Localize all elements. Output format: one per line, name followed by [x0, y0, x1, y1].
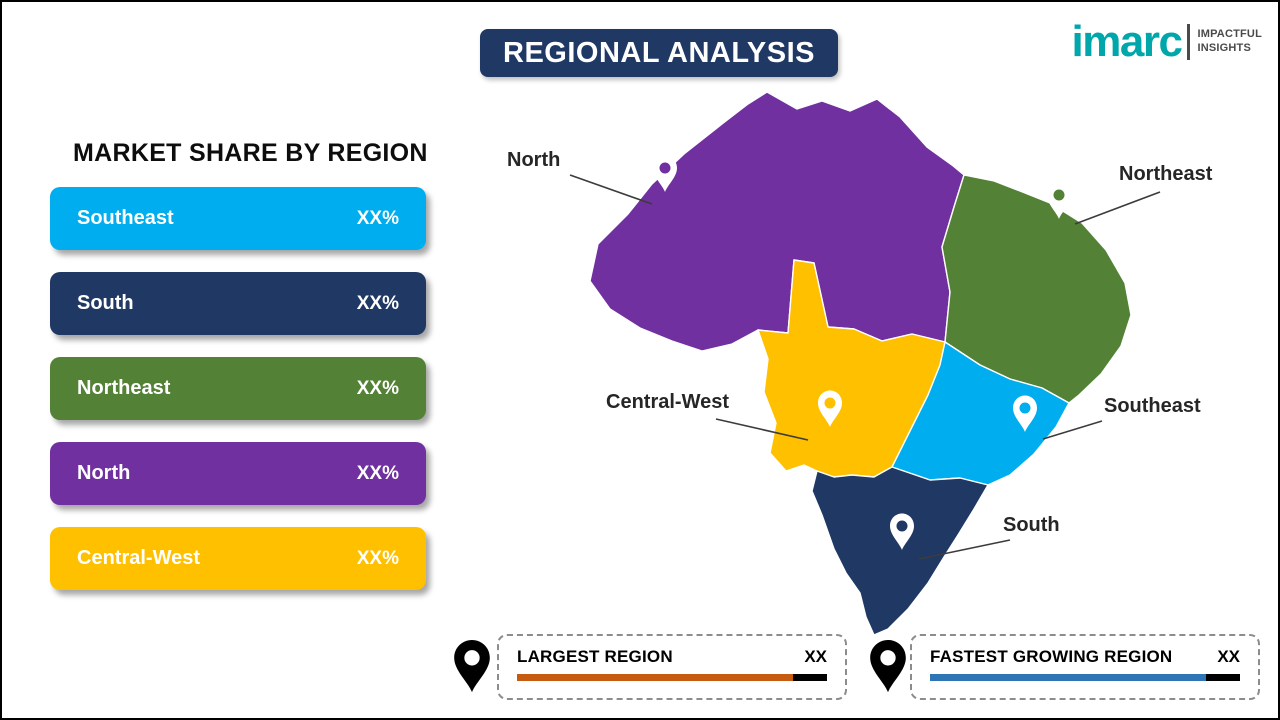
map-label-central-west: Central-West — [606, 391, 729, 413]
share-bar-north: North XX% — [50, 442, 426, 505]
map-region-north — [589, 91, 965, 352]
share-bar-central-west: Central-West XX% — [50, 527, 426, 590]
share-bar-southeast: Southeast XX% — [50, 187, 426, 250]
map-pin-southeast — [1013, 395, 1037, 432]
logo-tagline-line2: INSIGHTS — [1197, 42, 1252, 54]
map-label-southeast: Southeast — [1104, 395, 1201, 417]
legend-bar-end — [1206, 674, 1240, 681]
share-bar-value: XX% — [356, 292, 399, 314]
logo-divider — [1187, 24, 1191, 60]
share-bar-label: South — [77, 292, 134, 314]
market-share-list: Southeast XX% South XX% Northeast XX% No… — [50, 187, 426, 590]
legend-bar-main — [517, 674, 793, 681]
page-title: REGIONAL ANALYSIS — [480, 29, 838, 77]
legend-bar-end — [793, 674, 827, 681]
legend-fastest-label: FASTEST GROWING REGION — [930, 647, 1173, 666]
legend-bar-main — [930, 674, 1206, 681]
logo-tagline-line1: IMPACTFUL — [1197, 28, 1262, 41]
legend-largest-bar — [517, 674, 827, 681]
map-region-south — [811, 466, 989, 636]
share-bar-value: XX% — [356, 462, 399, 484]
legend-largest-label: LARGEST REGION — [517, 647, 673, 666]
legend-row: FASTEST GROWING REGION XX — [912, 636, 1258, 671]
share-bar-label: Northeast — [77, 377, 171, 399]
imarc-logo: imarc IMPACTFUL INSIGHTS — [1072, 20, 1262, 64]
legend-largest-region: LARGEST REGION XX — [497, 634, 847, 700]
map-pin-south — [890, 513, 914, 550]
legend-fastest-value: XX — [1217, 647, 1240, 666]
share-bar-south: South XX% — [50, 272, 426, 335]
legend-fastest-region: FASTEST GROWING REGION XX — [910, 634, 1260, 700]
logo-tagline: IMPACTFUL INSIGHTS — [1197, 28, 1262, 56]
market-share-heading: MARKET SHARE BY REGION — [73, 139, 428, 167]
map-label-south: South — [1003, 514, 1060, 536]
largest-region-pin-icon — [454, 640, 490, 693]
share-bar-label: North — [77, 462, 131, 484]
share-bar-value: XX% — [356, 377, 399, 399]
share-bar-label: Southeast — [77, 207, 174, 229]
map-label-northeast: Northeast — [1119, 163, 1213, 185]
map-pin-north — [653, 155, 677, 192]
share-bar-value: XX% — [356, 547, 399, 569]
map-label-north: North — [507, 149, 561, 171]
logo-brand-text: imarc — [1071, 17, 1183, 66]
share-bar-northeast: Northeast XX% — [50, 357, 426, 420]
map-pin-northeast — [1047, 182, 1071, 219]
share-bar-value: XX% — [356, 207, 399, 229]
share-bar-label: Central-West — [77, 547, 200, 569]
map-region-southeast — [891, 341, 1070, 486]
legend-largest-value: XX — [804, 647, 827, 666]
legend-row: LARGEST REGION XX — [499, 636, 845, 671]
legend-fastest-bar — [930, 674, 1240, 681]
brazil-map — [589, 91, 1132, 636]
map-pin-central-west — [818, 390, 842, 427]
fastest-region-pin-icon — [870, 640, 906, 693]
